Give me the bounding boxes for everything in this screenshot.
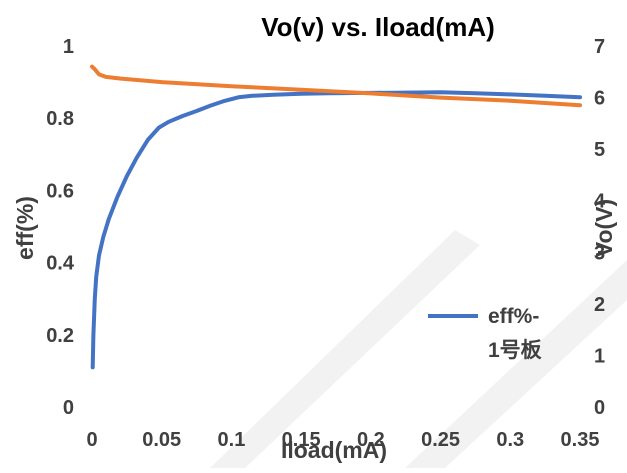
x-tick-label: 0.35 [561, 429, 600, 451]
legend: eff%- 1号板 [428, 305, 543, 362]
plot-area: 0 0.2 0.4 0.6 0.8 1 0 1 2 3 4 5 6 7 0 0.05 0.1 0.15 0.2 0.2… [46, 36, 606, 451]
x-axis-label: Iload(mA) [281, 437, 387, 463]
y2-tick-label: 0 [594, 397, 605, 419]
x-tick-label: 0.05 [142, 429, 181, 451]
y2-tick-label: 4 [594, 191, 606, 213]
y-tick-label: 0.4 [46, 253, 75, 275]
y2-tick-label: 5 [594, 139, 605, 161]
series-line-vo [90, 64, 582, 108]
legend-label-line1: eff%- [488, 305, 539, 328]
chart-title: Vo(v) vs. Iload(mA) [261, 12, 495, 42]
y-tick-label: 1 [63, 36, 74, 58]
y2-tick-label: 2 [594, 294, 605, 316]
y2-tick-label: 7 [594, 36, 605, 58]
y2-tick-label: 1 [594, 345, 605, 367]
legend-label-line2: 1号板 [488, 339, 543, 362]
y-tick-label: 0 [63, 397, 74, 419]
series-line-eff [90, 90, 582, 370]
x-tick-label: 0.1 [218, 429, 246, 451]
y-tick-label: 0.2 [46, 325, 74, 347]
x-tick-label: 0.3 [496, 429, 524, 451]
x-tick-label: 0.15 [282, 429, 321, 451]
x-tick-label: 0.2 [357, 429, 385, 451]
x-tick-label: 0.25 [421, 429, 460, 451]
y2-axis-label: Vo(V) [591, 199, 617, 257]
y2-tick-label: 3 [594, 242, 605, 264]
y-axis-label: eff(%) [12, 196, 38, 260]
y-tick-label: 0.8 [46, 108, 74, 130]
y2-tick-label: 6 [594, 88, 605, 110]
watermark-diagonal-stripes [210, 230, 627, 468]
x-tick-label: 0 [86, 429, 97, 451]
y-tick-label: 0.6 [46, 180, 74, 202]
